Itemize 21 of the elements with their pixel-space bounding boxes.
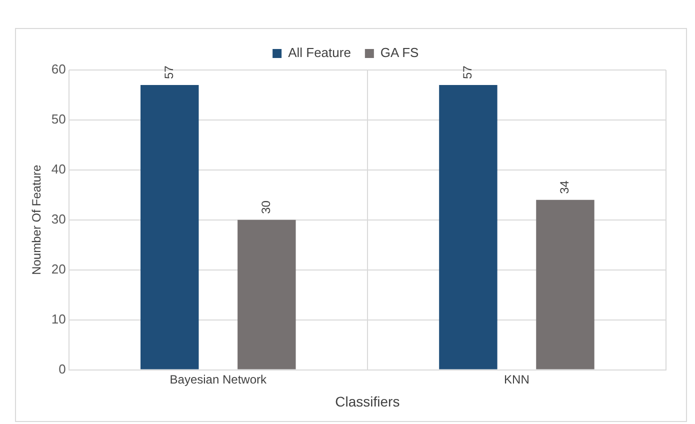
data-label: 57 <box>460 65 475 79</box>
legend-label: GA FS <box>380 45 420 60</box>
legend-label: All Feature <box>288 45 351 60</box>
y-tick-label: 30 <box>51 211 66 226</box>
y-tick-label: 40 <box>51 162 66 177</box>
bar <box>238 220 296 370</box>
bar <box>536 200 594 370</box>
y-tick-label: 20 <box>51 261 66 276</box>
bar <box>439 84 498 370</box>
y-tick-label: 10 <box>51 311 66 326</box>
y-axis-title: Noumber Of Feature <box>30 164 44 275</box>
data-label: 30 <box>258 200 273 214</box>
y-tick-label: 60 <box>51 62 66 77</box>
y-tick-label: 0 <box>58 361 66 376</box>
bar <box>140 84 199 370</box>
x-tick-label: Bayesian Network <box>170 372 268 386</box>
x-axis-title: Classifiers <box>335 393 400 410</box>
data-label: 57 <box>162 65 176 79</box>
y-tick-label: 50 <box>51 112 66 127</box>
x-tick-label: KNN <box>504 372 530 386</box>
data-label: 34 <box>558 180 572 194</box>
